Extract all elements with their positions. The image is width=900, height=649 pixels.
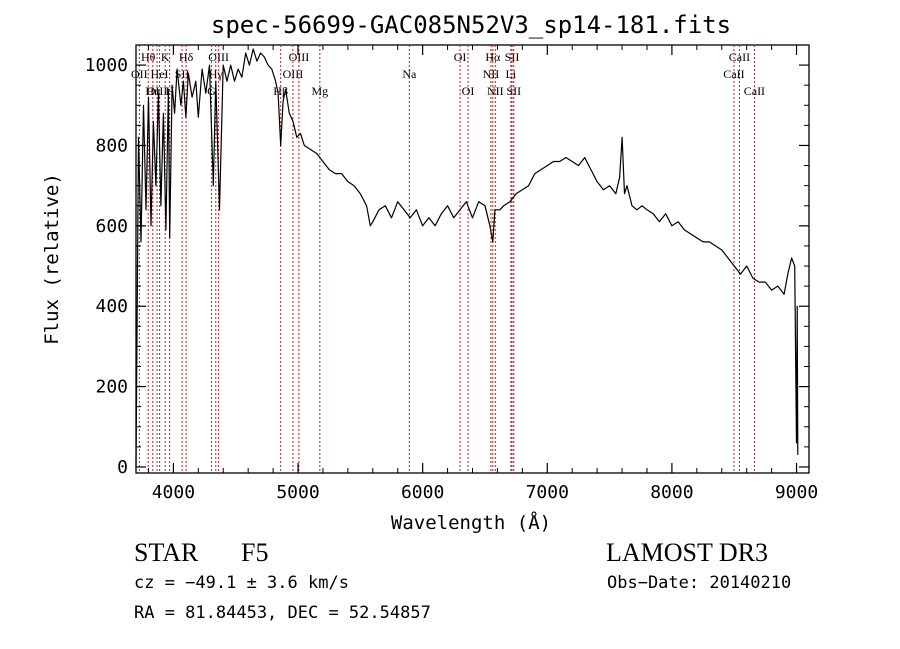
line-label: Hα <box>485 50 501 64</box>
line-label: OIII <box>208 50 229 64</box>
survey-name: LAMOST DR3 <box>606 538 769 567</box>
x-axis-label: Wavelength (Å) <box>391 511 551 534</box>
line-label: NII <box>487 84 504 98</box>
y-tick-label: 800 <box>95 135 128 156</box>
y-tick-label: 0 <box>117 457 128 478</box>
line-label: OIII <box>283 67 304 81</box>
line-label: CaII <box>744 84 765 98</box>
x-tick-label: 6000 <box>401 482 444 503</box>
line-label: OIII <box>289 50 310 64</box>
chart-title: spec-56699-GAC085N52V3_sp14-181.fits <box>211 11 731 39</box>
plot-frame <box>135 44 810 474</box>
line-label: HeI <box>151 67 169 81</box>
x-tick-label: 7000 <box>526 482 569 503</box>
series-line <box>135 48 799 468</box>
line-label: Mg <box>311 84 328 98</box>
x-tick-label: 4000 <box>152 482 195 503</box>
x-tick-label: 5000 <box>276 482 319 503</box>
line-label: SII <box>505 50 520 64</box>
y-axis-label: Flux (relative) <box>41 173 63 345</box>
line-label: SII <box>506 84 521 98</box>
spectral-subclass: F5 <box>241 538 269 567</box>
line-label: Hδ <box>179 50 194 64</box>
line-label: NII <box>483 67 500 81</box>
cz-value: cz = −49.1 ± 3.6 km/s <box>134 573 349 593</box>
y-tick-label: 1000 <box>85 55 128 76</box>
line-label: Na <box>402 67 417 81</box>
line-label: Hη <box>145 84 160 98</box>
x-tick-label: 8000 <box>650 482 693 503</box>
line-label: H <box>165 84 174 98</box>
line-label: K <box>161 50 170 64</box>
obs-date: Obs−Date: 20140210 <box>607 573 792 593</box>
x-tick-label: 9000 <box>775 482 818 503</box>
line-label: G <box>207 84 216 98</box>
line-label: CaII <box>729 50 750 64</box>
y-tick-label: 600 <box>95 216 128 237</box>
object-class: STAR <box>134 538 199 567</box>
line-label: OII <box>131 67 148 81</box>
line-label: OI <box>462 84 475 98</box>
line-label: OIII <box>147 84 168 98</box>
line-label: Hγ <box>209 67 224 81</box>
y-tick-label: 200 <box>95 377 128 398</box>
axes: 4000 5000 6000 7000 8000 9000 0 200 400 600 800 100… <box>85 45 818 503</box>
line-label: CaII <box>723 67 744 81</box>
line-label: OI <box>454 50 467 64</box>
line-label: Li <box>506 67 517 81</box>
series-layer <box>135 48 799 468</box>
y-tick-label: 400 <box>95 296 128 317</box>
line-label: Hθ <box>141 50 156 64</box>
coordinates: RA = 81.84453, DEC = 52.54857 <box>134 603 431 623</box>
